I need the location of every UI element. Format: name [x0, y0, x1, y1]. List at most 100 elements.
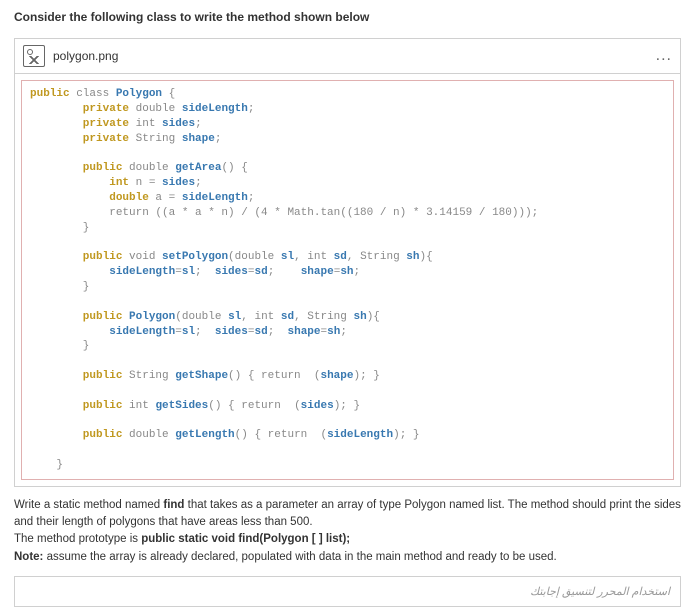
id: sides	[301, 400, 334, 412]
note-label: Note:	[14, 551, 43, 563]
code-block: public class Polygon { private double si…	[21, 80, 674, 480]
t: The method prototype is	[14, 533, 141, 545]
t: }	[30, 459, 63, 471]
kw: private	[30, 133, 129, 145]
t: void	[122, 251, 162, 263]
t: ;	[248, 103, 255, 115]
answer-editor-placeholder[interactable]: استخدام المحرر لتنسيق إجابتك	[14, 576, 681, 607]
id: sd	[254, 266, 267, 278]
t: }	[30, 340, 89, 352]
t: =	[175, 326, 182, 338]
t: ;	[268, 326, 288, 338]
kw: public	[30, 400, 122, 412]
filename: polygon.png	[53, 49, 656, 63]
t: n =	[129, 177, 162, 189]
t: ;	[248, 192, 255, 204]
t: ;	[215, 133, 222, 145]
t: return ((a * a * n) / (4 * Math.tan((180…	[30, 207, 538, 219]
t: ;	[340, 326, 347, 338]
t: Write a static method named	[14, 499, 163, 511]
kw: public	[30, 88, 70, 100]
cls: Polygon	[116, 88, 162, 100]
id: sl	[228, 311, 241, 323]
kw: public	[30, 162, 122, 174]
kw: private	[30, 118, 129, 130]
kw: public	[30, 251, 122, 263]
t: ;	[268, 266, 301, 278]
t: () { return (	[228, 370, 320, 382]
kw: public	[30, 429, 122, 441]
t: , int	[241, 311, 281, 323]
id: shape	[288, 326, 321, 338]
t: , String	[294, 311, 353, 323]
prompt-text: Write a static method named find that ta…	[14, 497, 681, 566]
t: =	[175, 266, 182, 278]
method-name: find	[163, 499, 184, 511]
t: double	[122, 162, 175, 174]
id: sideLength	[30, 266, 175, 278]
t: {	[162, 88, 175, 100]
t: String	[129, 133, 182, 145]
kw: public	[30, 311, 122, 323]
file-header: polygon.png ...	[15, 39, 680, 74]
t: ;	[354, 266, 361, 278]
t: (double	[175, 311, 228, 323]
kw: double	[30, 192, 149, 204]
t: () { return (	[235, 429, 327, 441]
id: sd	[254, 326, 267, 338]
id: getLength	[175, 429, 234, 441]
id: sh	[327, 326, 340, 338]
t: , int	[294, 251, 334, 263]
t: ){	[420, 251, 433, 263]
id: sides	[162, 118, 195, 130]
id: Polygon	[129, 311, 175, 323]
id: sl	[182, 266, 195, 278]
t: (double	[228, 251, 281, 263]
t: a =	[149, 192, 182, 204]
id: sides	[215, 266, 248, 278]
id: setPolygon	[162, 251, 228, 263]
image-icon	[23, 45, 45, 67]
id: getShape	[175, 370, 228, 382]
id: sl	[182, 326, 195, 338]
t: ){	[367, 311, 380, 323]
t: int	[129, 118, 162, 130]
id: getSides	[155, 400, 208, 412]
t: String	[122, 370, 175, 382]
t: class	[70, 88, 116, 100]
t: double	[122, 429, 175, 441]
t: () { return (	[208, 400, 300, 412]
t: ;	[195, 266, 215, 278]
kw: public	[30, 370, 122, 382]
t: ;	[195, 118, 202, 130]
t: , String	[347, 251, 406, 263]
id: sh	[406, 251, 419, 263]
id: sideLength	[182, 103, 248, 115]
prototype: public static void find(Polygon [ ] list…	[141, 533, 350, 545]
id: sideLength	[327, 429, 393, 441]
id: shape	[301, 266, 334, 278]
question-title: Consider the following class to write th…	[14, 10, 681, 24]
id: sh	[340, 266, 353, 278]
id: sh	[354, 311, 367, 323]
menu-dots-icon[interactable]: ...	[656, 47, 672, 65]
t: ;	[195, 177, 202, 189]
t: }	[30, 222, 89, 234]
kw: private	[30, 103, 129, 115]
t: double	[129, 103, 182, 115]
id: sd	[281, 311, 294, 323]
id: sides	[215, 326, 248, 338]
content-box: polygon.png ... public class Polygon { p…	[14, 38, 681, 487]
id: shape	[320, 370, 353, 382]
t: }	[30, 281, 89, 293]
t: assume the array is already declared, po…	[43, 551, 556, 563]
id: sideLength	[30, 326, 175, 338]
t: ); }	[393, 429, 419, 441]
id: getArea	[175, 162, 221, 174]
id: shape	[182, 133, 215, 145]
t: int	[122, 400, 155, 412]
t: () {	[221, 162, 247, 174]
id: sides	[162, 177, 195, 189]
t: ;	[195, 326, 215, 338]
kw: int	[30, 177, 129, 189]
